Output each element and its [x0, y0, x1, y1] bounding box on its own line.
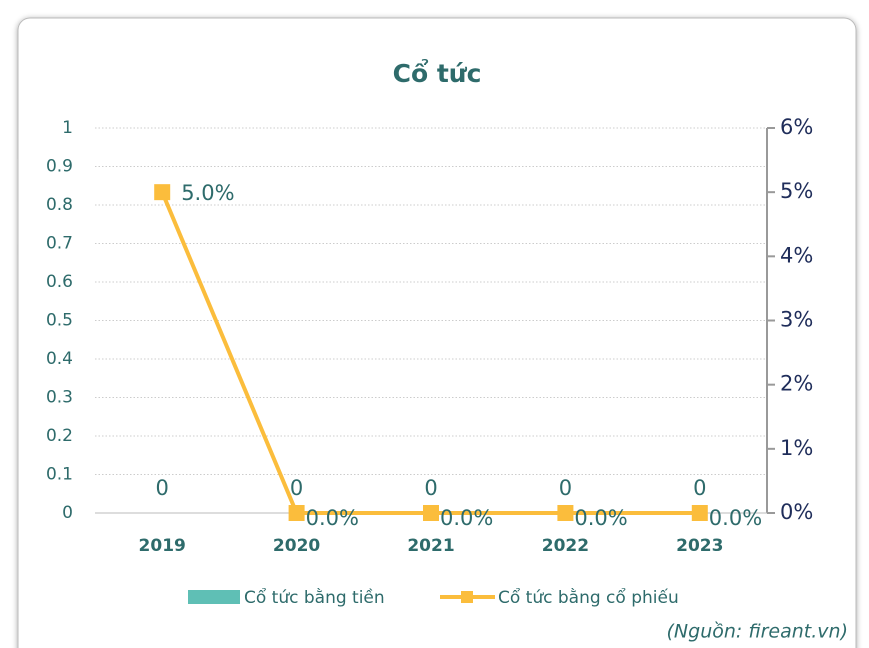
- legend-swatch: [188, 590, 240, 604]
- legend-label: Cổ tức bằng tiền: [244, 587, 385, 608]
- bar-value-label: 0: [156, 476, 169, 500]
- legend-marker: [461, 591, 473, 603]
- x-tick-label: 2021: [407, 536, 454, 556]
- chart-title: Cổ tức: [393, 58, 482, 88]
- line-marker: [288, 505, 305, 521]
- bar-value-label: 0: [559, 476, 572, 500]
- line-value-label: 0.0%: [306, 506, 359, 530]
- bar-value-label: 0: [424, 476, 437, 500]
- y-tick-label: 0.6: [46, 272, 73, 292]
- y-tick-label: 0.8: [46, 195, 73, 215]
- line-value-label: 0.0%: [440, 506, 493, 530]
- y2-tick-label: 3%: [780, 308, 813, 332]
- line-value-label: 0.0%: [709, 506, 762, 530]
- line-value-label: 0.0%: [574, 506, 627, 530]
- legend-label: Cổ tức bằng cổ phiếu: [498, 587, 679, 608]
- x-tick-label: 2022: [542, 536, 589, 556]
- x-tick-label: 2023: [676, 536, 723, 556]
- y-tick-label: 0.2: [46, 426, 73, 446]
- line-marker: [423, 505, 439, 521]
- y-tick-label: 0.4: [46, 349, 73, 369]
- bar-value-label: 0: [290, 476, 303, 500]
- y-tick-label: 0: [62, 503, 73, 523]
- y2-tick-label: 5%: [780, 179, 813, 203]
- bar-value-label: 0: [693, 476, 706, 500]
- line-marker: [691, 505, 708, 521]
- y2-tick-label: 4%: [780, 243, 813, 267]
- y2-tick-label: 2%: [780, 372, 813, 396]
- y-tick-label: 0.7: [46, 234, 73, 254]
- y-tick-label: 0.1: [46, 465, 73, 485]
- y2-tick-label: 0%: [780, 500, 813, 524]
- y-tick-label: 0.9: [46, 157, 73, 177]
- y-tick-label: 1: [62, 118, 73, 138]
- y-tick-label: 0.5: [46, 311, 73, 331]
- y-tick-label: 0.3: [46, 388, 73, 408]
- line-marker: [154, 184, 171, 201]
- x-tick-label: 2019: [139, 536, 186, 556]
- line-marker: [557, 505, 574, 521]
- y2-tick-label: 6%: [780, 115, 813, 139]
- x-tick-label: 2020: [273, 536, 320, 556]
- y2-tick-label: 1%: [780, 436, 813, 460]
- line-value-label: 5.0%: [181, 181, 234, 205]
- card: [17, 17, 857, 648]
- source: (Nguồn: fireant.vn): [667, 621, 848, 643]
